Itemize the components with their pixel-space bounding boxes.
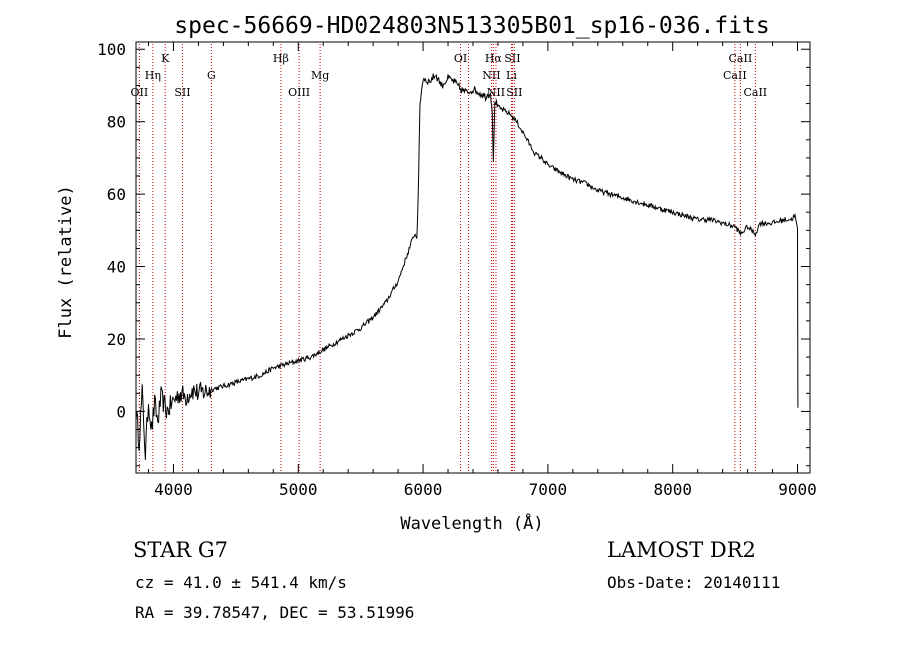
y-tick-label: 0 bbox=[116, 402, 126, 421]
spectral-line-label: K bbox=[161, 52, 170, 65]
x-axis-label: Wavelength (Å) bbox=[400, 512, 543, 534]
spectral-line-label: Hα bbox=[485, 52, 503, 65]
spectral-line-label: OI bbox=[454, 52, 467, 65]
x-tick-label: 8000 bbox=[653, 480, 692, 499]
y-axis-label: Flux (relative) bbox=[56, 185, 76, 339]
spectral-line-label: CaII bbox=[723, 69, 747, 82]
spectral-line-label: NII bbox=[487, 86, 505, 99]
y-tick-label: 60 bbox=[107, 185, 126, 204]
y-tick-label: 20 bbox=[107, 330, 126, 349]
spectral-line-label: SII bbox=[174, 86, 190, 99]
spectral-line-label: Li bbox=[506, 69, 517, 82]
spectral-line-label: G bbox=[207, 69, 216, 82]
spectral-line-label: OIII bbox=[288, 86, 310, 99]
x-tick-label: 5000 bbox=[279, 480, 318, 499]
redshift-readout: cz = 41.0 ± 541.4 km/s bbox=[135, 573, 347, 592]
star-class-label: STAR G7 bbox=[133, 538, 229, 562]
spectral-line-label: SII bbox=[504, 52, 520, 65]
x-tick-label: 9000 bbox=[778, 480, 817, 499]
chart-title: spec-56669-HD024803N513305B01_sp16-036.f… bbox=[174, 13, 769, 39]
spectral-line-label: CaII bbox=[743, 86, 767, 99]
survey-label: LAMOST DR2 bbox=[607, 538, 756, 562]
spectral-line-label: OII bbox=[131, 86, 149, 99]
x-tick-label: 4000 bbox=[154, 480, 193, 499]
y-tick-label: 100 bbox=[97, 40, 126, 59]
coordinates-readout: RA = 39.78547, DEC = 53.51996 bbox=[135, 603, 415, 622]
obs-date-readout: Obs-Date: 20140111 bbox=[607, 573, 781, 592]
spectral-line-label: Hβ bbox=[273, 52, 289, 65]
plot-frame bbox=[135, 41, 811, 474]
y-tick-label: 80 bbox=[107, 113, 126, 132]
spectral-line-label: SII bbox=[506, 86, 522, 99]
spectral-line-label: CaII bbox=[729, 52, 753, 65]
spectral-line-label: Mg bbox=[311, 69, 329, 82]
x-tick-label: 7000 bbox=[529, 480, 568, 499]
spectral-line-label: Hη bbox=[145, 69, 161, 82]
y-tick-label: 40 bbox=[107, 258, 126, 277]
spectral-line-label: NII bbox=[482, 69, 500, 82]
spectrum-series-line bbox=[136, 73, 799, 460]
x-tick-label: 6000 bbox=[404, 480, 443, 499]
